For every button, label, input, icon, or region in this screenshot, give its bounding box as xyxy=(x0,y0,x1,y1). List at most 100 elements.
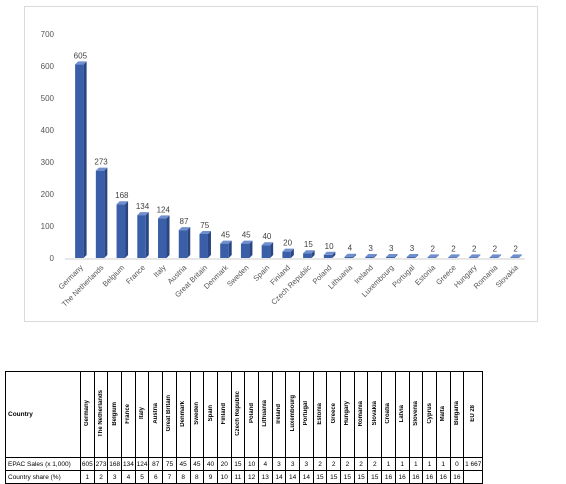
column-header-text: Luxembourg xyxy=(289,395,296,432)
bar-side xyxy=(518,254,522,258)
table-cell: 11 xyxy=(230,470,246,484)
table-cell: 15 xyxy=(230,457,246,471)
bar-side xyxy=(83,61,87,259)
table-cell: 1 xyxy=(435,457,451,471)
bar xyxy=(406,257,416,258)
table-row-label: Country share (%) xyxy=(5,470,81,484)
column-header-text: Great Britain xyxy=(166,395,173,432)
table-cell: 0 xyxy=(449,457,465,471)
table-column-header: Belgium xyxy=(107,371,123,458)
bar-side xyxy=(373,254,377,258)
table-cell: 2 xyxy=(353,457,369,471)
table-column-header: Lithuania xyxy=(257,371,273,458)
table-column-header: Luxembourg xyxy=(285,371,300,458)
table-column-header: The Netherlands xyxy=(93,371,109,458)
table-cell: 1 xyxy=(394,457,410,471)
column-header-text: Germany xyxy=(84,400,91,427)
table-column-header: Slovakia xyxy=(367,371,383,458)
bar-top xyxy=(116,201,129,205)
column-header-text: EU 28 xyxy=(470,405,477,422)
bar-side xyxy=(394,254,398,258)
bar-side xyxy=(104,167,108,258)
column-header-text: Slovakia xyxy=(371,401,378,426)
bar xyxy=(468,257,478,258)
column-header-text: Portugal xyxy=(303,401,310,426)
bar xyxy=(240,243,250,258)
table-cell: 3 xyxy=(107,470,123,484)
data-label: 168 xyxy=(115,191,129,200)
table-cell: 10 xyxy=(244,457,259,471)
bar-top xyxy=(137,212,149,216)
data-label: 45 xyxy=(221,231,230,240)
column-header-text: Ireland xyxy=(275,403,282,424)
bar-side xyxy=(435,254,439,258)
table-row: EPAC Sales (x 1,000) 605 273 168 134 124 87 75 4… xyxy=(5,457,484,471)
table-column-header: Czech Republic xyxy=(230,371,246,458)
bar-side xyxy=(332,251,336,258)
y-tick-label: 500 xyxy=(41,94,55,103)
table-cell: 45 xyxy=(175,457,191,471)
column-header-text: Slovenia xyxy=(412,401,419,426)
table-cell: 16 xyxy=(449,470,465,484)
bar-top xyxy=(323,251,336,255)
table-cell: 14 xyxy=(271,470,287,484)
table-cell: 3 xyxy=(299,457,314,471)
bar-top xyxy=(427,254,439,258)
table-cell: 14 xyxy=(285,470,300,484)
table-cell: 20 xyxy=(216,457,232,471)
data-label: 10 xyxy=(325,242,334,251)
data-label: 40 xyxy=(262,232,271,241)
table-cell: 14 xyxy=(299,470,314,484)
column-header-text: The Netherlands xyxy=(98,389,105,437)
x-tick-label: France xyxy=(124,263,147,286)
table-cell: 15 xyxy=(312,470,328,484)
bar xyxy=(220,243,229,258)
bar xyxy=(323,254,333,258)
table-cell: 4 xyxy=(257,457,273,471)
data-label: 75 xyxy=(200,221,209,230)
bar xyxy=(303,253,312,258)
data-label: 2 xyxy=(451,244,456,253)
bar xyxy=(427,257,436,258)
bar-top xyxy=(303,250,315,254)
bar-top xyxy=(240,240,253,244)
table-header-label: Country xyxy=(5,371,81,458)
data-label: 2 xyxy=(513,244,518,253)
table-cell: 15 xyxy=(367,470,383,484)
bar-top xyxy=(178,227,191,231)
table-cell: 168 xyxy=(107,457,123,471)
table-column-header: Denmark xyxy=(175,371,191,458)
data-label: 4 xyxy=(348,244,353,253)
bar-top xyxy=(199,231,211,234)
table-column-header: France xyxy=(121,371,136,458)
x-tick-label: Portugal xyxy=(390,263,416,289)
bar-top xyxy=(282,248,294,252)
column-header-text: Italy xyxy=(139,407,146,420)
data-label: 124 xyxy=(157,205,171,214)
data-label: 3 xyxy=(410,244,415,253)
data-label: 2 xyxy=(493,244,498,253)
table-cell: 7 xyxy=(162,470,177,484)
bar xyxy=(344,256,354,258)
data-label: 20 xyxy=(283,239,292,248)
table-cell: 273 xyxy=(93,457,109,471)
bar-side xyxy=(477,254,481,258)
table-cell: 15 xyxy=(340,470,355,484)
bar xyxy=(178,230,188,258)
bar-side xyxy=(498,254,502,258)
table-cell: 2 xyxy=(326,457,342,471)
table-cell: 3 xyxy=(285,457,300,471)
y-tick-label: 700 xyxy=(41,30,55,39)
data-label: 605 xyxy=(74,51,88,60)
table-column-header: Finland xyxy=(216,371,232,458)
x-tick-label: Estonia xyxy=(413,262,438,287)
table-column-header: Italy xyxy=(134,371,150,458)
bar-side xyxy=(187,227,191,258)
bar xyxy=(448,257,457,258)
bar xyxy=(365,257,374,258)
column-header-text: Greece xyxy=(330,403,337,424)
table-column-header: Great Britain xyxy=(162,371,177,458)
table-cell: 1 xyxy=(80,470,95,484)
table-cell: 16 xyxy=(394,470,410,484)
table-column-header: Bulgaria xyxy=(449,371,465,458)
